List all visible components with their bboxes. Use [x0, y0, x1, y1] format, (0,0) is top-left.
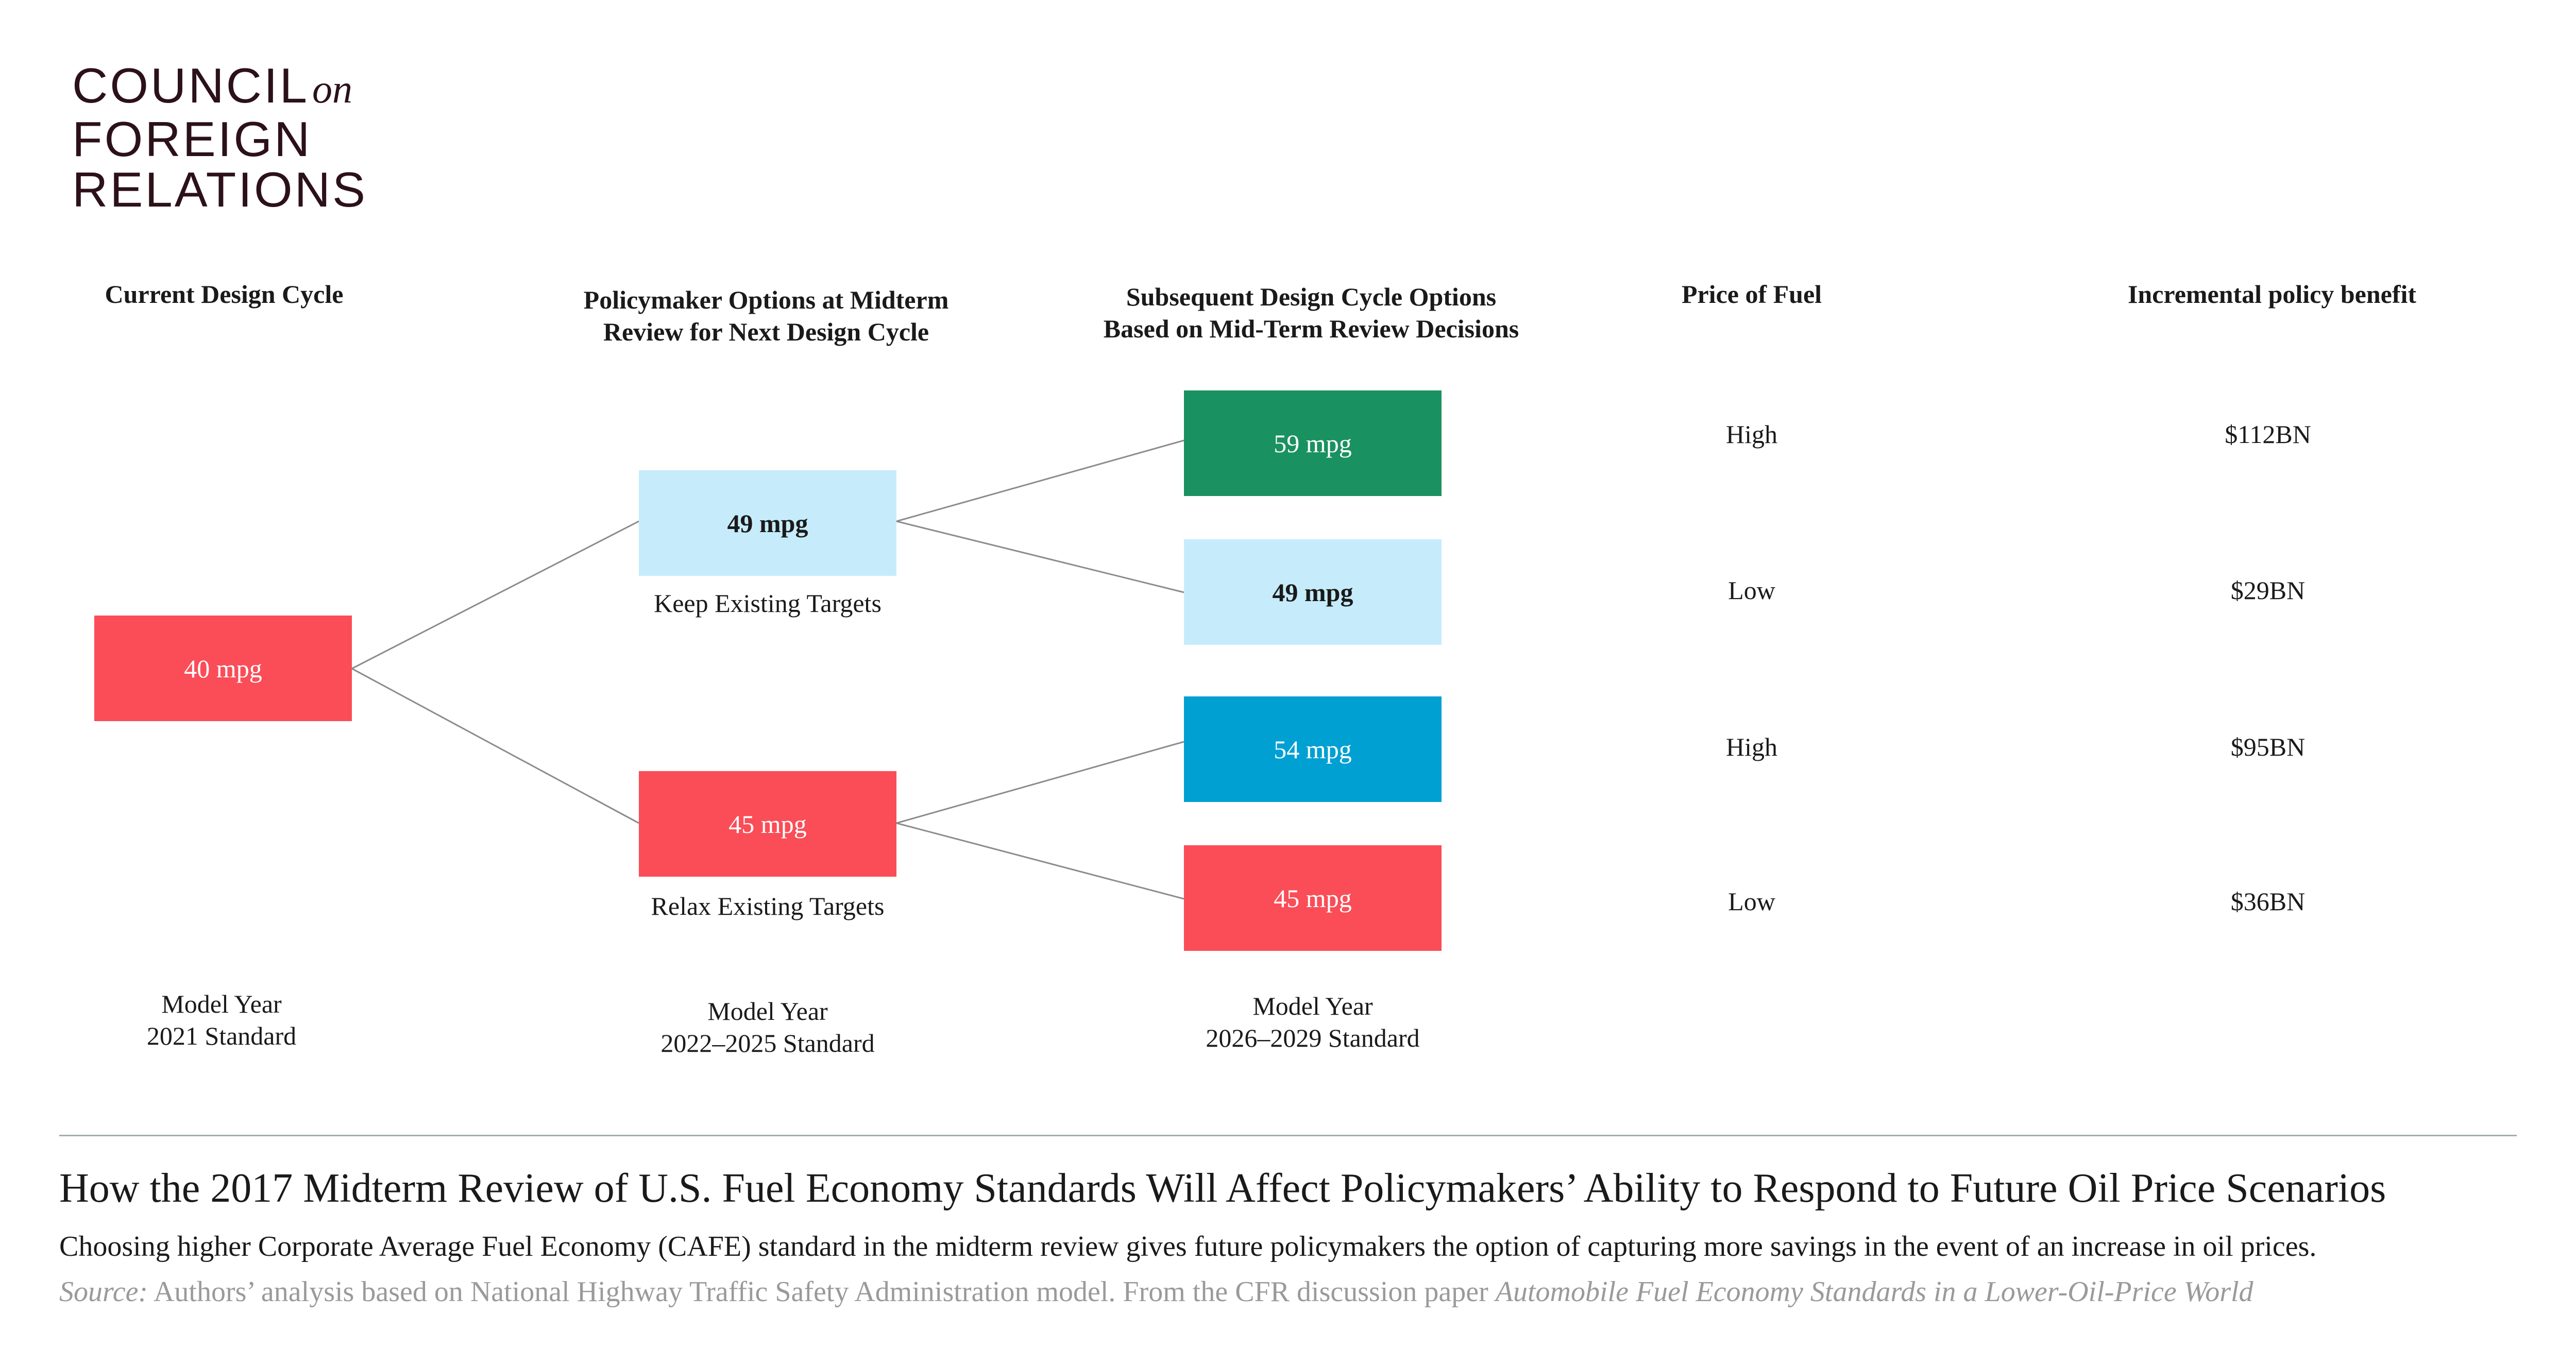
- figure-subtitle: Choosing higher Corporate Average Fuel E…: [59, 1231, 2317, 1262]
- connector-45-to-54: [896, 741, 1184, 824]
- cfr-logo: COUNCILon FOREIGN RELATIONS: [72, 61, 367, 215]
- fuel-price-cell: Low: [1728, 887, 1775, 916]
- source-paper-title: Automobile Fuel Economy Standards in a L…: [1495, 1276, 2253, 1308]
- current-standard-box: 40 mpg: [94, 616, 352, 721]
- header-current-cycle: Current Design Cycle: [105, 280, 344, 309]
- option-45-mpg-box: 45 mpg: [1184, 845, 1442, 951]
- option-49-mpg-box: 49 mpg: [1184, 539, 1442, 645]
- connector-49-to-49: [896, 520, 1184, 593]
- fuel-price-cell: High: [1726, 732, 1777, 761]
- benefit-cell: $36BN: [2230, 887, 2306, 916]
- logo-line-2: FOREIGN: [72, 112, 312, 167]
- keep-targets-box: 49 mpg: [639, 470, 896, 576]
- logo-line-1: COUNCIL: [72, 58, 310, 113]
- relax-targets-label: Relax Existing Targets: [651, 892, 885, 920]
- benefit-cell: $112BN: [2225, 420, 2311, 449]
- figure-title: How the 2017 Midterm Review of U.S. Fuel…: [59, 1166, 2386, 1211]
- fuel-price-cell: High: [1726, 420, 1777, 449]
- figure-source: Source: Authors’ analysis based on Natio…: [59, 1275, 2253, 1308]
- connector-40-to-49: [351, 520, 639, 670]
- logo-line-1-suffix: on: [312, 66, 353, 111]
- connector-40-to-45: [351, 668, 639, 824]
- source-label: Source:: [59, 1276, 148, 1308]
- footer-divider: [59, 1135, 2517, 1136]
- header-midterm-options: Policymaker Options at Midterm Review fo…: [583, 285, 949, 346]
- header-incremental-benefit: Incremental policy benefit: [2127, 280, 2417, 309]
- header-subsequent-options: Subsequent Design Cycle Options Based on…: [1103, 282, 1519, 343]
- option-59-mpg-box: 59 mpg: [1184, 390, 1442, 496]
- source-text: Authors’ analysis based on National High…: [148, 1276, 1496, 1308]
- relax-targets-box: 45 mpg: [639, 771, 896, 877]
- benefit-cell: $29BN: [2230, 576, 2306, 605]
- connector-45-to-45: [896, 822, 1184, 900]
- fuel-price-cell: Low: [1728, 576, 1775, 605]
- model-year-2022-2025: Model Year 2022–2025 Standard: [660, 997, 875, 1057]
- logo-line-3: RELATIONS: [72, 162, 367, 217]
- model-year-2026-2029: Model Year 2026–2029 Standard: [1206, 992, 1420, 1052]
- connector-49-to-59: [896, 439, 1184, 522]
- header-price-of-fuel: Price of Fuel: [1681, 280, 1822, 309]
- model-year-2021: Model Year 2021 Standard: [146, 989, 297, 1050]
- benefit-cell: $95BN: [2230, 732, 2306, 761]
- keep-targets-label: Keep Existing Targets: [654, 589, 882, 618]
- option-54-mpg-box: 54 mpg: [1184, 696, 1442, 802]
